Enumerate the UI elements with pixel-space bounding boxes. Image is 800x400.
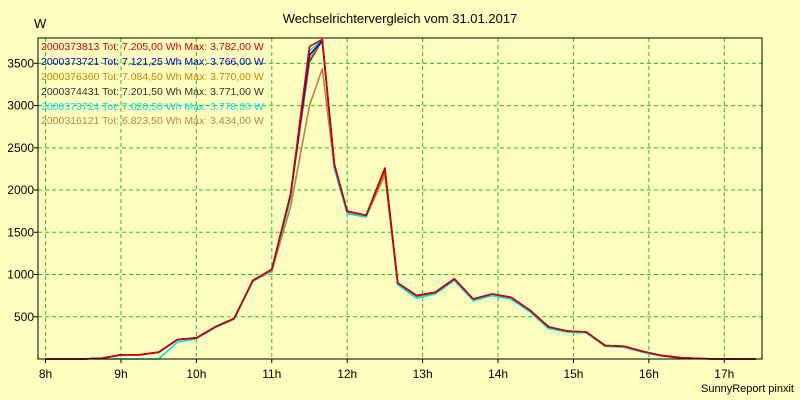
y-tick-label: 3000	[7, 99, 34, 113]
legend-entry-2000374431: 2000374431 Tot: 7.201,50 Wh Max: 3.771,0…	[41, 85, 264, 98]
footer-credit: SunnyReport pinxit	[701, 383, 794, 395]
x-tick-label: 9h	[114, 367, 127, 381]
legend-entry-2000373721: 2000373721 Tot: 7.121,25 Wh Max: 3.766,0…	[41, 55, 264, 68]
chart-title: Wechselrichtervergleich vom 31.01.2017	[282, 11, 518, 26]
plot-area	[38, 38, 762, 359]
x-tick-label: 14h	[488, 367, 508, 381]
x-tick-label: 15h	[563, 367, 583, 381]
legend-entry-2000373813: 2000373813 Tot: 7.205,00 Wh Max: 3.782,0…	[41, 41, 264, 53]
x-tick-label: 11h	[262, 367, 281, 381]
legend: 2000373813 Tot: 7.205,00 Wh Max: 3.782,0…	[41, 40, 264, 129]
x-tick-label: 8h	[39, 367, 52, 381]
x-tick-label: 13h	[413, 367, 433, 381]
y-tick-label: 1500	[7, 225, 34, 239]
x-tick-label: 17h	[714, 367, 734, 381]
y-tick-label: 2500	[7, 141, 34, 155]
legend-entry-2000376360: 2000376360 Tot: 7.084,50 Wh Max: 3.770,0…	[41, 70, 264, 83]
legend-entry-2000373724: 2000373724 Tot: 7.020,50 Wh Max: 3.778,0…	[41, 100, 264, 113]
x-tick-label: 12h	[337, 367, 357, 381]
legend-entry-2000316121: 2000316121 Tot: 6.823,50 Wh Max: 3.434,0…	[41, 115, 264, 128]
y-tick-label: 2000	[7, 183, 34, 197]
y-tick-label: 3500	[7, 56, 34, 70]
x-tick-label: 16h	[639, 367, 659, 381]
y-axis-unit: W	[34, 16, 47, 31]
x-tick-label: 10h	[186, 367, 206, 381]
y-tick-label: 1000	[7, 268, 34, 282]
plot-frame	[37, 37, 763, 360]
y-tick-label: 500	[14, 310, 34, 324]
series-line-2000373813	[45, 38, 756, 360]
